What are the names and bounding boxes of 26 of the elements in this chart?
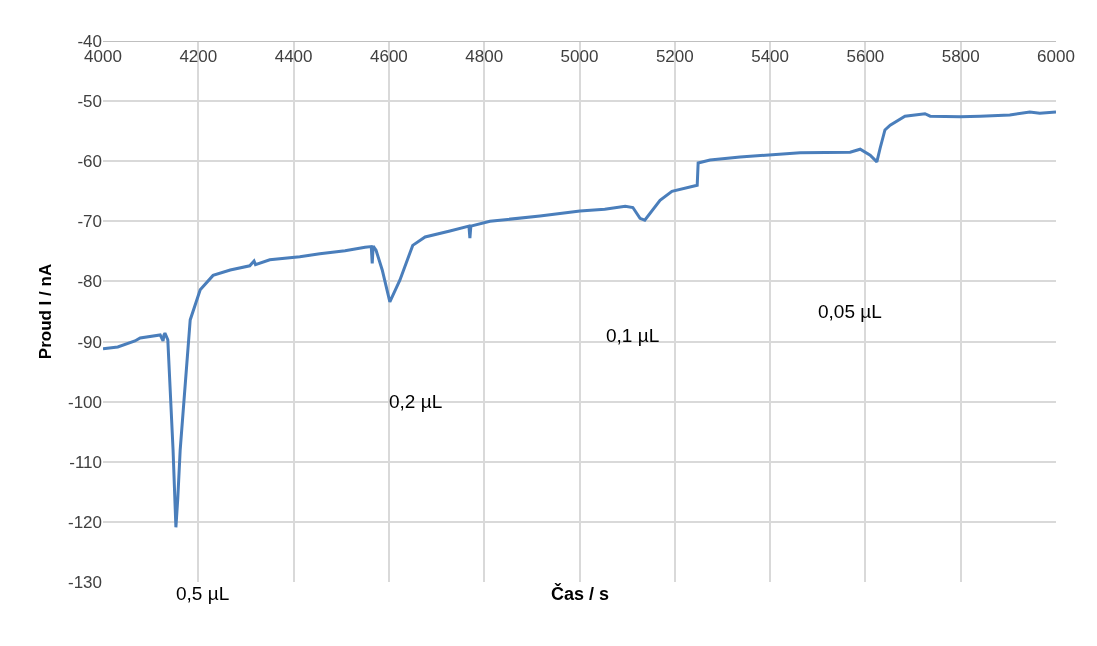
y-axis-title: Proud I / nA [35,263,55,360]
y-tick-label: -80 [77,272,102,292]
x-tick-label: 5200 [655,47,694,67]
y-tick-label: -130 [67,572,102,592]
x-axis-title: Čas / s [551,583,610,604]
annotation: 0,2 µL [389,391,443,412]
y-tick-label: -70 [77,212,102,232]
x-tick-label: 4600 [369,47,408,67]
x-tick-label: 4200 [179,47,218,67]
x-tick-label: 5800 [941,47,980,67]
y-tick-label: -100 [67,392,102,412]
y-tick-label: -110 [69,452,102,472]
x-tick-label: 5000 [560,47,599,67]
y-tick-label: -50 [77,92,102,112]
annotation: 0,05 µL [818,301,882,322]
annotation: 0,1 µL [606,325,660,346]
y-tick-label: -90 [77,332,102,352]
y-tick-label: -60 [77,152,102,172]
y-tick-label: -120 [67,512,102,532]
line-series [103,110,1056,529]
x-tick-label: 5400 [751,47,790,67]
x-tick-label: 6000 [1037,47,1075,67]
x-tick-label: 4400 [274,47,313,67]
text: 0,5 µL [176,583,230,604]
x-tick-label: 5600 [846,47,885,67]
x-tick-label: 4800 [465,47,504,67]
